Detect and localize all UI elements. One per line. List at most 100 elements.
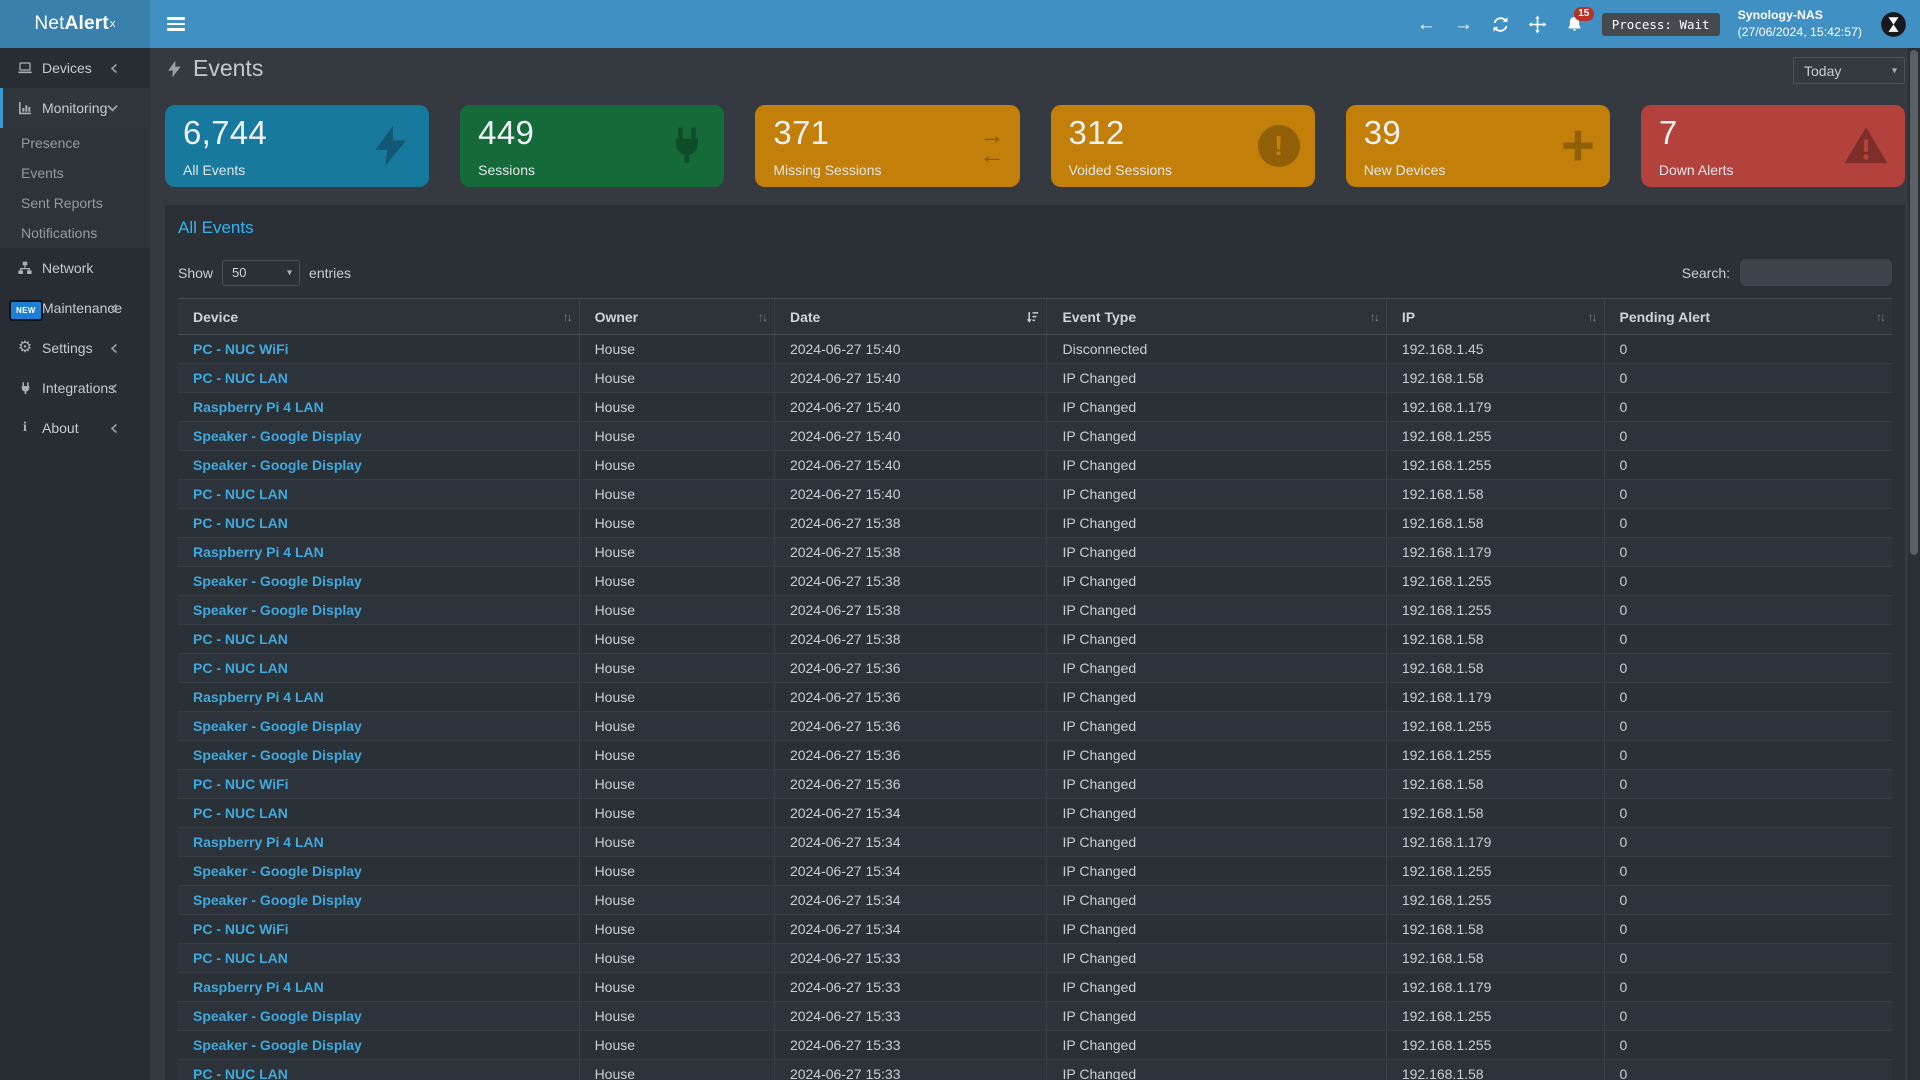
page-length-select[interactable]: 50 bbox=[222, 259, 301, 286]
cell-device: Speaker - Google Display bbox=[178, 1030, 580, 1060]
cell-owner: House bbox=[578, 595, 775, 625]
forward-arrow-icon[interactable]: → bbox=[1453, 13, 1473, 35]
cell-owner: House bbox=[578, 334, 775, 364]
cell-owner: House bbox=[578, 972, 775, 1002]
card-all-events[interactable]: 6,744 All Events bbox=[165, 105, 430, 187]
scrollbar-thumb[interactable] bbox=[1910, 50, 1918, 555]
user-avatar[interactable] bbox=[1880, 11, 1907, 38]
cell-owner: House bbox=[578, 1001, 775, 1031]
cell-pending-alert: 0 bbox=[1603, 450, 1892, 480]
plug-icon bbox=[665, 122, 709, 170]
cell-device: PC - NUC LAN bbox=[178, 1059, 580, 1080]
device-link[interactable]: PC - NUC LAN bbox=[193, 631, 288, 647]
search-input[interactable] bbox=[1740, 259, 1892, 286]
app-logo[interactable]: Net Alert x bbox=[0, 0, 150, 48]
cell-owner: House bbox=[578, 653, 775, 683]
column-header-device[interactable]: Device ↑↓ bbox=[178, 298, 580, 335]
table-row: PC - NUC LAN House 2024-06-27 15:40 IP C… bbox=[178, 363, 1892, 393]
laptop-icon bbox=[15, 60, 35, 76]
sidebar-item-about[interactable]: i About bbox=[0, 408, 150, 448]
sidebar-item-label: Devices bbox=[42, 60, 92, 76]
device-link[interactable]: Speaker - Google Display bbox=[193, 718, 362, 734]
sidebar-item-devices[interactable]: Devices bbox=[0, 48, 150, 88]
device-link[interactable]: Speaker - Google Display bbox=[193, 428, 362, 444]
cell-owner: House bbox=[578, 624, 775, 654]
cell-device: Raspberry Pi 4 LAN bbox=[178, 392, 580, 422]
device-link[interactable]: Speaker - Google Display bbox=[193, 892, 362, 908]
cell-date: 2024-06-27 15:33 bbox=[773, 1030, 1047, 1060]
warning-triangle-icon bbox=[1842, 123, 1890, 169]
card-down-alerts[interactable]: 7 Down Alerts bbox=[1640, 105, 1906, 187]
refresh-icon[interactable] bbox=[1491, 15, 1510, 34]
card-voided-sessions[interactable]: 312 Voided Sessions ! bbox=[1050, 105, 1315, 187]
sidebar-item-sent-reports[interactable]: Sent Reports bbox=[21, 195, 103, 211]
column-header-owner[interactable]: Owner ↑↓ bbox=[578, 298, 775, 335]
process-status: Process: Wait bbox=[1601, 12, 1720, 36]
device-link[interactable]: PC - NUC WiFi bbox=[193, 341, 289, 357]
sidebar-item-integrations[interactable]: Integrations bbox=[0, 368, 150, 408]
device-link[interactable]: PC - NUC LAN bbox=[193, 1066, 288, 1080]
device-link[interactable]: Speaker - Google Display bbox=[193, 457, 362, 473]
notifications-bell-icon[interactable]: 15 bbox=[1565, 6, 1594, 34]
card-missing-sessions[interactable]: 371 Missing Sessions → ← bbox=[755, 105, 1020, 187]
cell-ip: 192.168.1.179 bbox=[1385, 972, 1604, 1002]
device-link[interactable]: PC - NUC LAN bbox=[193, 486, 288, 502]
table-row: Speaker - Google Display House 2024-06-2… bbox=[178, 856, 1892, 886]
device-link[interactable]: Speaker - Google Display bbox=[193, 863, 362, 879]
column-header-ip[interactable]: IP ↑↓ bbox=[1385, 298, 1604, 335]
page-title: Events bbox=[165, 55, 1905, 82]
device-link[interactable]: Raspberry Pi 4 LAN bbox=[193, 979, 324, 995]
device-link[interactable]: Speaker - Google Display bbox=[193, 1037, 362, 1053]
date-range-select[interactable]: Today bbox=[1793, 57, 1905, 84]
cell-date: 2024-06-27 15:33 bbox=[773, 943, 1047, 973]
sidebar-item-events[interactable]: Events bbox=[21, 165, 64, 181]
column-header-event-type[interactable]: Event Type ↑↓ bbox=[1046, 298, 1387, 335]
device-link[interactable]: Speaker - Google Display bbox=[193, 602, 362, 618]
column-header-pending-alert[interactable]: Pending Alert ↑↓ bbox=[1603, 298, 1892, 335]
chevron-left-icon bbox=[110, 303, 118, 314]
sidebar-item-label: Integrations bbox=[42, 380, 116, 396]
cell-event-type: IP Changed bbox=[1046, 450, 1387, 480]
device-link[interactable]: Speaker - Google Display bbox=[193, 573, 362, 589]
device-link[interactable]: Raspberry Pi 4 LAN bbox=[193, 689, 324, 705]
sidebar-item-settings[interactable]: ⚙ Settings bbox=[0, 328, 150, 368]
device-link[interactable]: PC - NUC LAN bbox=[193, 660, 288, 676]
cell-ip: 192.168.1.45 bbox=[1385, 334, 1604, 364]
cell-device: Speaker - Google Display bbox=[178, 566, 580, 596]
move-arrows-icon[interactable] bbox=[1528, 15, 1547, 34]
cell-device: Speaker - Google Display bbox=[178, 711, 580, 741]
device-link[interactable]: PC - NUC LAN bbox=[193, 805, 288, 821]
monitoring-submenu: Presence Events Sent Reports Notificatio… bbox=[0, 128, 150, 248]
device-link[interactable]: PC - NUC LAN bbox=[193, 950, 288, 966]
sidebar-item-network[interactable]: Network bbox=[0, 248, 150, 288]
sidebar-item-monitoring[interactable]: Monitoring bbox=[0, 88, 150, 128]
device-link[interactable]: Raspberry Pi 4 LAN bbox=[193, 834, 324, 850]
cell-date: 2024-06-27 15:34 bbox=[773, 914, 1047, 944]
sidebar-toggle-icon[interactable] bbox=[167, 14, 185, 34]
host-name: Synology-NAS bbox=[1737, 8, 1823, 23]
cell-date: 2024-06-27 15:38 bbox=[773, 508, 1047, 538]
cell-event-type: IP Changed bbox=[1046, 479, 1387, 509]
device-link[interactable]: PC - NUC LAN bbox=[193, 515, 288, 531]
sort-desc-icon bbox=[1026, 310, 1039, 324]
cell-pending-alert: 0 bbox=[1603, 885, 1892, 915]
sort-icon: ↑↓ bbox=[757, 309, 768, 324]
cell-ip: 192.168.1.255 bbox=[1385, 711, 1604, 741]
card-new-devices[interactable]: 39 New Devices + bbox=[1345, 105, 1610, 187]
back-arrow-icon[interactable]: ← bbox=[1416, 13, 1436, 35]
device-link[interactable]: Raspberry Pi 4 LAN bbox=[193, 399, 324, 415]
device-link[interactable]: PC - NUC LAN bbox=[193, 370, 288, 386]
column-header-date[interactable]: Date bbox=[773, 298, 1047, 335]
sidebar-item-presence[interactable]: Presence bbox=[21, 135, 81, 151]
cell-date: 2024-06-27 15:34 bbox=[773, 798, 1047, 828]
device-link[interactable]: Raspberry Pi 4 LAN bbox=[193, 544, 324, 560]
device-link[interactable]: Speaker - Google Display bbox=[193, 747, 362, 763]
cell-pending-alert: 0 bbox=[1603, 653, 1892, 683]
card-sessions[interactable]: 449 Sessions bbox=[460, 105, 725, 187]
device-link[interactable]: Speaker - Google Display bbox=[193, 1008, 362, 1024]
device-link[interactable]: PC - NUC WiFi bbox=[193, 776, 289, 792]
device-link[interactable]: PC - NUC WiFi bbox=[193, 921, 289, 937]
sidebar-item-notifications[interactable]: Notifications bbox=[21, 225, 98, 241]
table-row: Speaker - Google Display House 2024-06-2… bbox=[178, 450, 1892, 480]
cell-device: PC - NUC LAN bbox=[178, 798, 580, 828]
